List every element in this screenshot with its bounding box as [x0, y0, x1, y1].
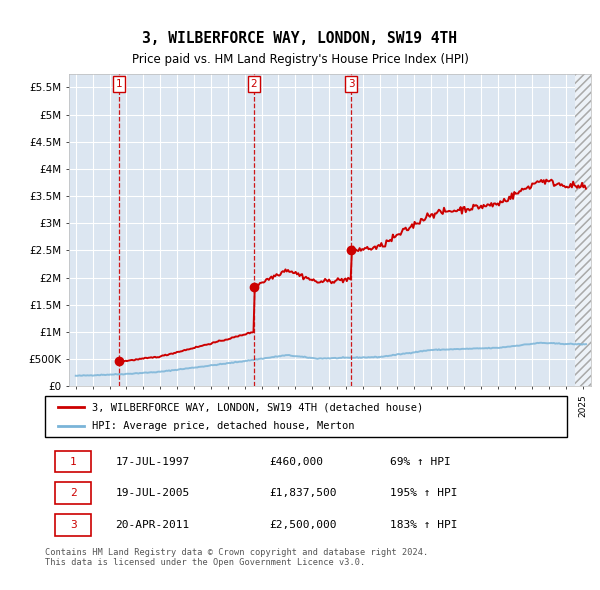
- Text: 2: 2: [250, 79, 257, 89]
- Bar: [575, 74, 591, 386]
- Text: 183% ↑ HPI: 183% ↑ HPI: [389, 520, 457, 530]
- Text: 2: 2: [70, 489, 77, 498]
- Text: 3: 3: [70, 520, 77, 530]
- Text: Price paid vs. HM Land Registry's House Price Index (HPI): Price paid vs. HM Land Registry's House …: [131, 53, 469, 65]
- Text: £1,837,500: £1,837,500: [269, 489, 337, 498]
- Text: 3, WILBERFORCE WAY, LONDON, SW19 4TH: 3, WILBERFORCE WAY, LONDON, SW19 4TH: [143, 31, 458, 46]
- Bar: [575, 74, 591, 386]
- FancyBboxPatch shape: [55, 514, 91, 536]
- Text: 19-JUL-2005: 19-JUL-2005: [115, 489, 190, 498]
- Text: 17-JUL-1997: 17-JUL-1997: [115, 457, 190, 467]
- FancyBboxPatch shape: [45, 396, 567, 437]
- Text: 3: 3: [348, 79, 355, 89]
- Text: HPI: Average price, detached house, Merton: HPI: Average price, detached house, Mert…: [92, 421, 355, 431]
- FancyBboxPatch shape: [55, 483, 91, 504]
- Text: £2,500,000: £2,500,000: [269, 520, 337, 530]
- Text: £460,000: £460,000: [269, 457, 323, 467]
- Text: 195% ↑ HPI: 195% ↑ HPI: [389, 489, 457, 498]
- Text: Contains HM Land Registry data © Crown copyright and database right 2024.
This d: Contains HM Land Registry data © Crown c…: [45, 548, 428, 567]
- Bar: [575, 74, 591, 386]
- Text: 3, WILBERFORCE WAY, LONDON, SW19 4TH (detached house): 3, WILBERFORCE WAY, LONDON, SW19 4TH (de…: [92, 402, 423, 412]
- Text: 1: 1: [70, 457, 77, 467]
- FancyBboxPatch shape: [55, 451, 91, 473]
- Text: 69% ↑ HPI: 69% ↑ HPI: [389, 457, 450, 467]
- Text: 1: 1: [115, 79, 122, 89]
- Text: 20-APR-2011: 20-APR-2011: [115, 520, 190, 530]
